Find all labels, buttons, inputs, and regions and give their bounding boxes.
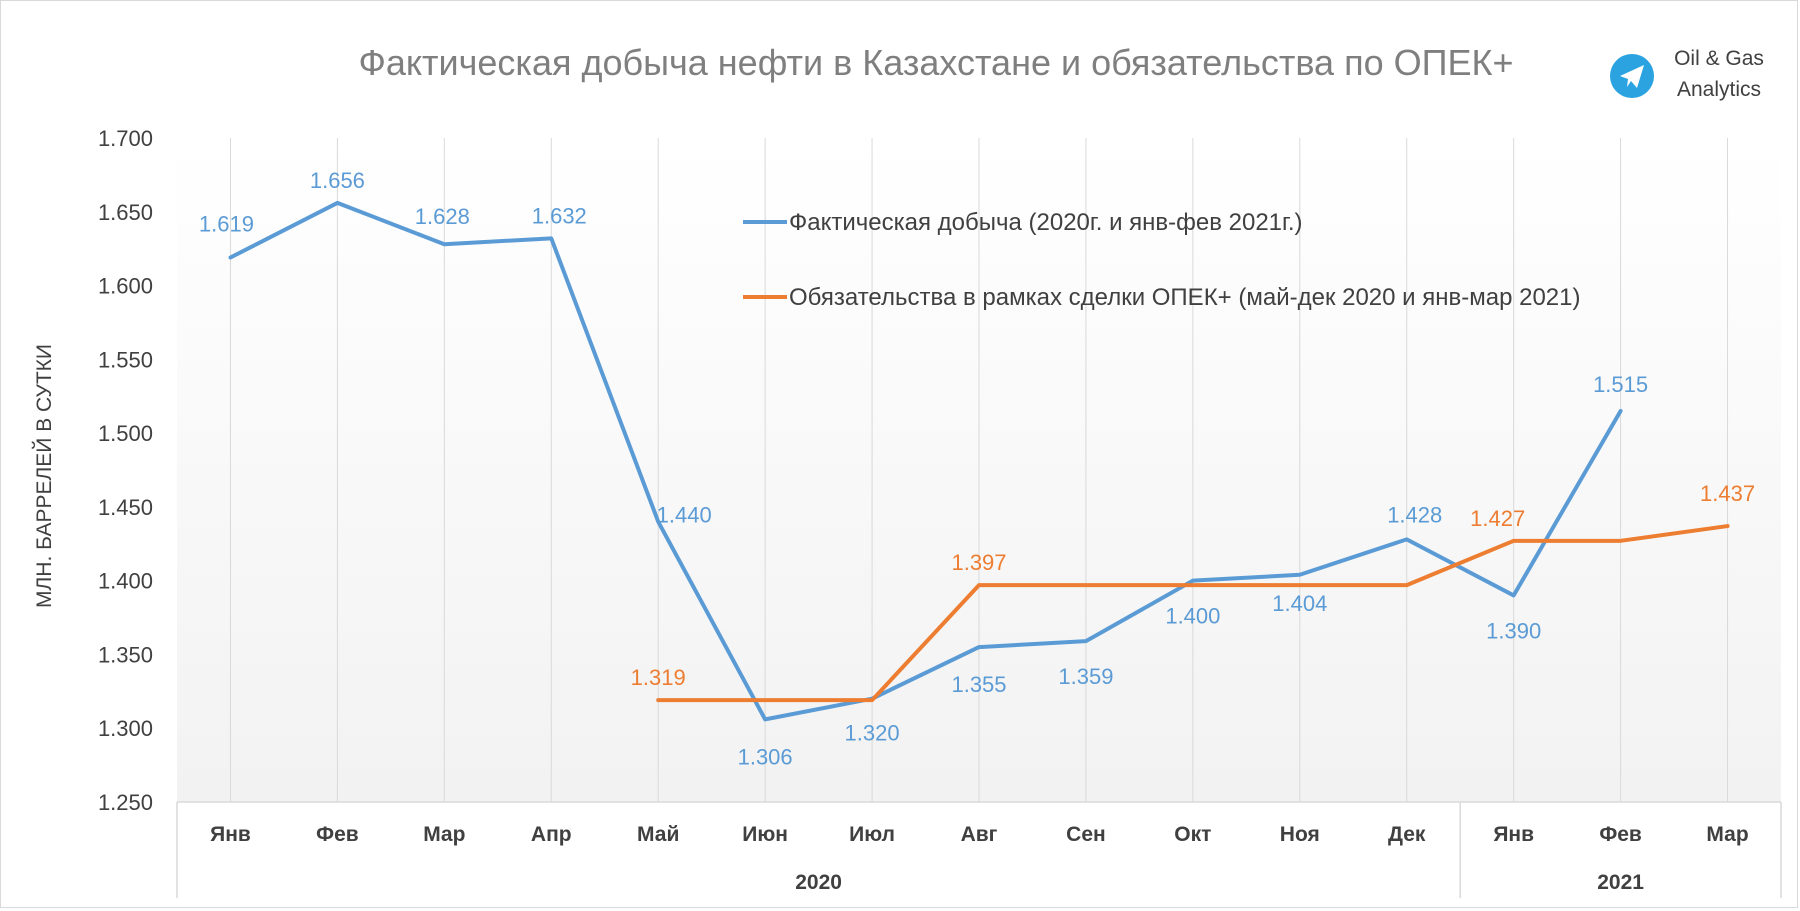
y-tick-label: 1.500 <box>98 421 153 446</box>
y-axis-label: МЛН. БАРРЕЛЕЙ В СУТКИ <box>32 344 56 608</box>
data-label: 1.319 <box>631 665 686 690</box>
chart-title: Фактическая добыча нефти в Казахстане и … <box>359 42 1514 83</box>
data-label: 1.320 <box>845 721 900 746</box>
data-label: 1.440 <box>657 503 712 528</box>
data-label: 1.437 <box>1700 481 1755 506</box>
vertical-gridlines <box>229 138 1729 802</box>
data-label: 1.632 <box>532 203 587 228</box>
series-actual-line <box>228 200 1623 722</box>
x-tick-label: Янв <box>210 823 251 846</box>
data-label: 1.628 <box>415 204 470 229</box>
category-axis <box>176 801 1782 898</box>
x-tick-label: Авг <box>961 823 998 846</box>
year-group-labels: 2020 2021 <box>795 871 1644 894</box>
data-label: 1.427 <box>1470 506 1525 531</box>
x-tick-label: Дек <box>1388 823 1426 846</box>
x-tick-label: Окт <box>1174 823 1211 846</box>
data-label: 1.428 <box>1387 502 1442 527</box>
y-tick-label: 1.250 <box>98 790 153 815</box>
data-label: 1.400 <box>1165 604 1220 629</box>
y-tick-label: 1.600 <box>98 274 153 299</box>
x-tick-label: Янв <box>1493 823 1534 846</box>
brand-logo: Oil & Gas Analytics <box>1610 47 1764 101</box>
y-tick-label: 1.650 <box>98 200 153 225</box>
series-commitment-line <box>656 524 1730 703</box>
x-tick-label: Мар <box>423 823 465 846</box>
year-label: 2021 <box>1597 871 1644 894</box>
data-label: 1.656 <box>310 168 365 193</box>
x-tick-label: Фев <box>1599 823 1642 846</box>
x-axis-ticks: Янв Фев Мар Апр Май Июн Июл Авг Сен Окт Ноя Дек Янв Ф… <box>210 823 1749 846</box>
y-tick-label: 1.700 <box>98 126 153 151</box>
y-tick-label: 1.350 <box>98 642 153 667</box>
data-label: 1.397 <box>951 550 1006 575</box>
year-label: 2020 <box>795 871 842 894</box>
brand-line-2: Analytics <box>1677 78 1761 101</box>
y-tick-label: 1.450 <box>98 495 153 520</box>
x-tick-label: Июн <box>742 823 788 846</box>
brand-line-1: Oil & Gas <box>1674 47 1764 70</box>
y-tick-label: 1.300 <box>98 716 153 741</box>
data-labels: 1.619 1.656 1.628 1.632 1.440 1.306 1.320 1.355… <box>199 168 1755 769</box>
paper-plane-icon <box>1620 65 1644 88</box>
y-tick-label: 1.550 <box>98 347 153 372</box>
x-tick-label: Апр <box>531 823 572 846</box>
data-label: 1.359 <box>1058 664 1113 689</box>
y-tick-label: 1.400 <box>98 569 153 594</box>
x-tick-label: Май <box>637 823 679 846</box>
data-label: 1.306 <box>738 744 793 769</box>
x-tick-label: Июл <box>849 823 895 846</box>
x-tick-label: Фев <box>316 823 359 846</box>
data-label: 1.355 <box>951 672 1006 697</box>
data-label: 1.515 <box>1593 372 1648 397</box>
data-label: 1.390 <box>1486 618 1541 643</box>
x-tick-label: Сен <box>1066 823 1106 846</box>
data-label: 1.404 <box>1272 591 1327 616</box>
x-tick-label: Мар <box>1706 823 1748 846</box>
legend-label-actual: Фактическая добыча (2020г. и янв-фев 202… <box>789 209 1303 236</box>
data-label: 1.619 <box>199 212 254 237</box>
series-lines <box>228 200 1730 722</box>
x-tick-label: Ноя <box>1280 823 1320 846</box>
legend-label-commitment: Обязательства в рамках сделки ОПЕК+ (май… <box>789 284 1580 311</box>
y-axis-ticks: 1.250 1.300 1.350 1.400 1.450 1.500 1.550 1.600… <box>98 126 153 815</box>
legend: Фактическая добыча (2020г. и янв-фев 202… <box>743 209 1580 311</box>
